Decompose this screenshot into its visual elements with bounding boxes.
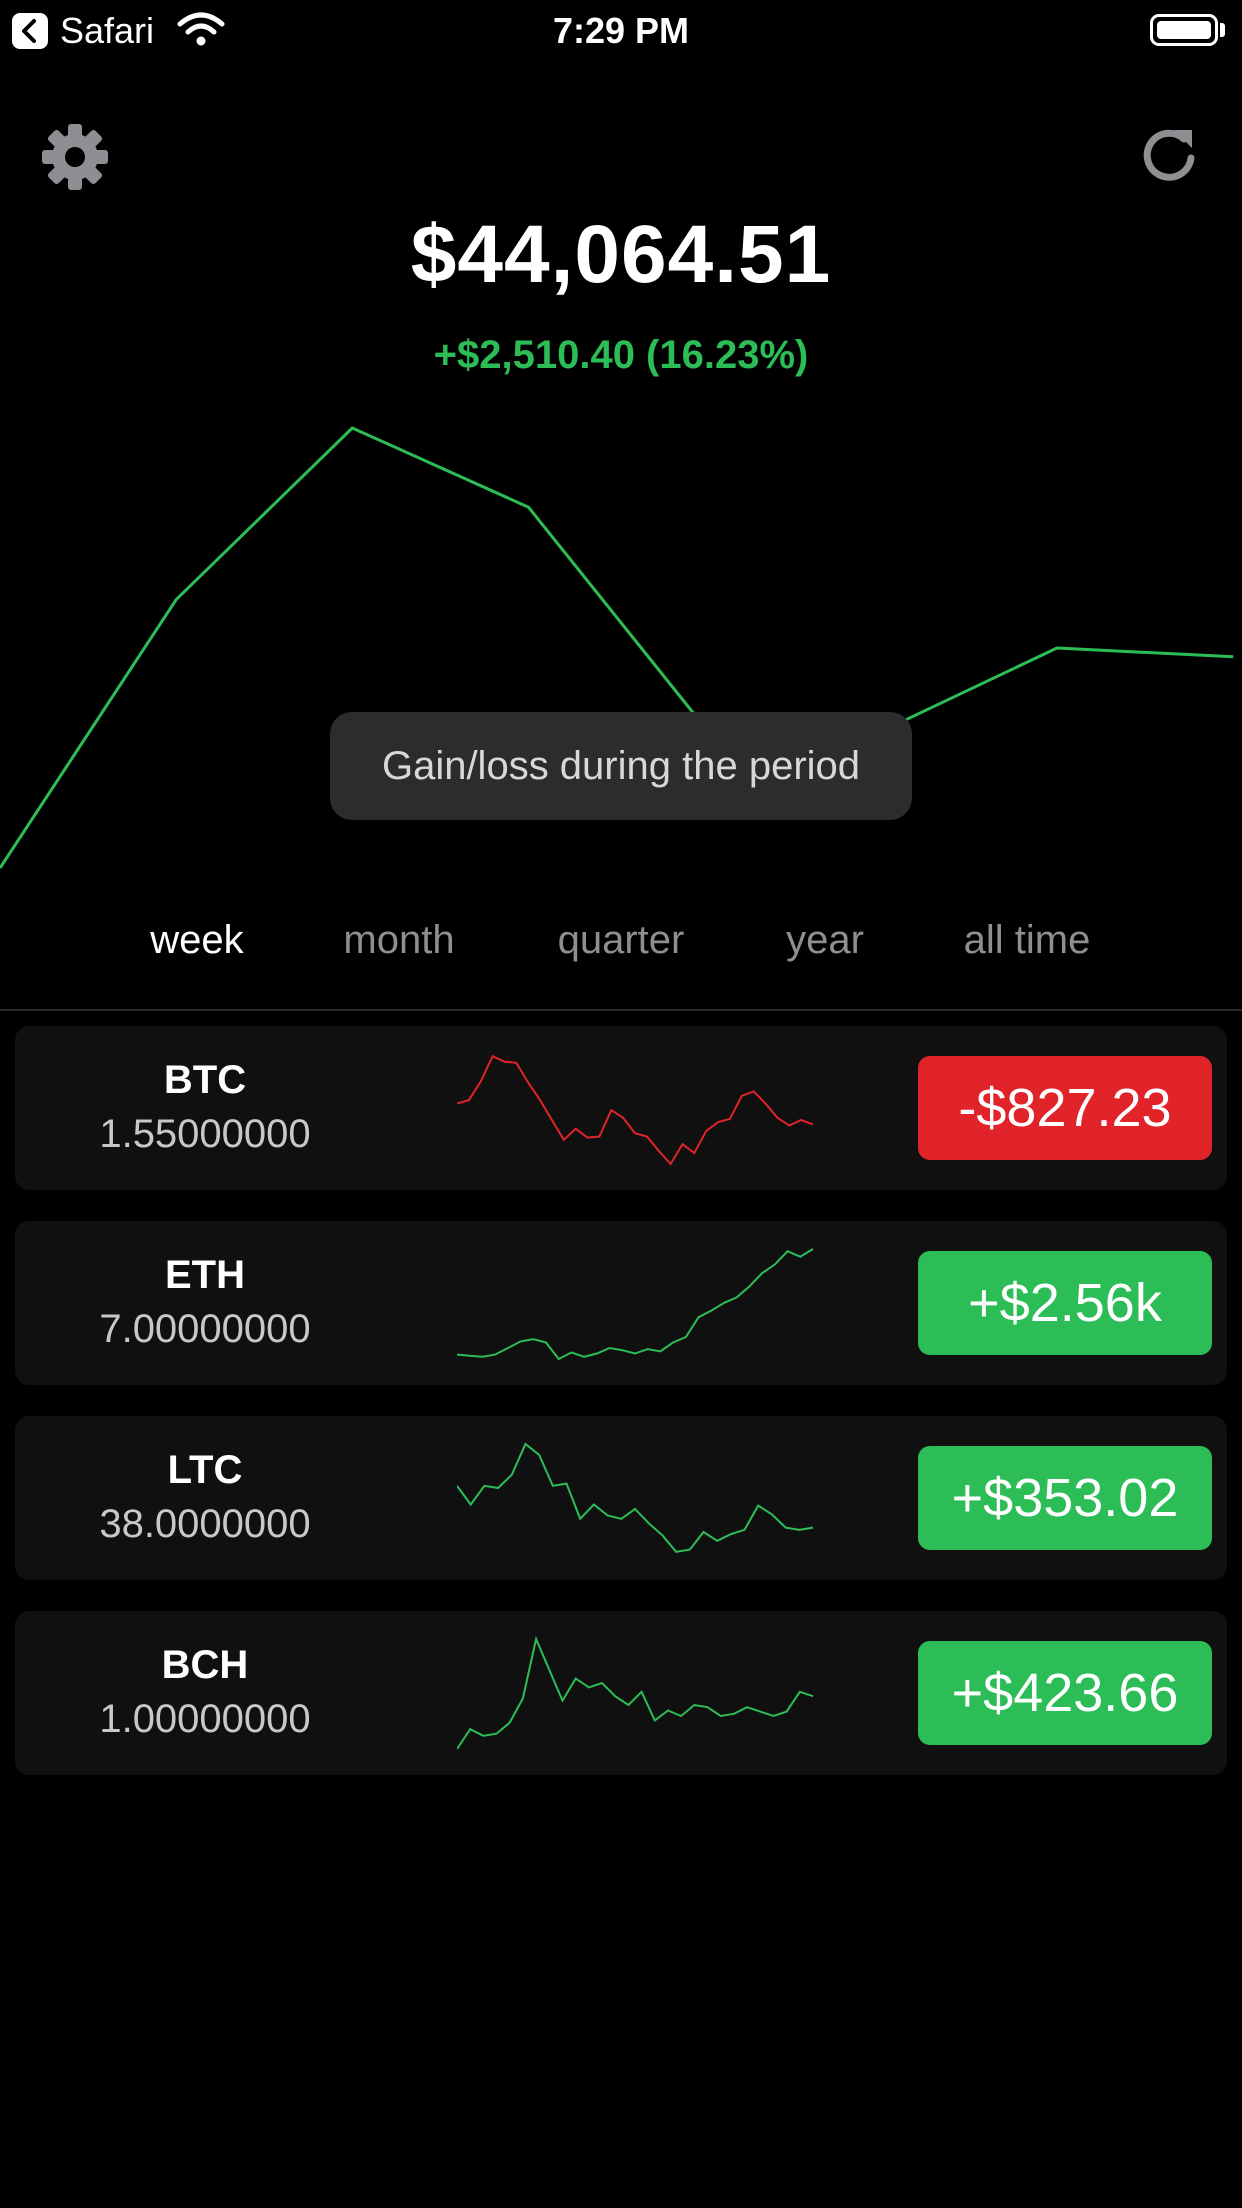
refresh-icon[interactable] bbox=[1136, 122, 1204, 190]
wifi-icon bbox=[176, 12, 226, 53]
holding-row-bch[interactable]: BCH 1.00000000 +$423.66 bbox=[15, 1611, 1227, 1775]
holding-symbol: ETH bbox=[165, 1253, 245, 1297]
portfolio-line-series bbox=[0, 426, 1234, 869]
holding-row-eth[interactable]: ETH 7.00000000 +$2.56k bbox=[15, 1221, 1227, 1385]
holding-change-badge[interactable]: +$353.02 bbox=[918, 1446, 1212, 1550]
status-bar: Safari 7:29 PM bbox=[0, 0, 1242, 62]
holding-row-btc[interactable]: BTC 1.55000000 -$827.23 bbox=[15, 1026, 1227, 1190]
chart-tooltip: Gain/loss during the period bbox=[330, 712, 912, 820]
battery-icon bbox=[1150, 14, 1218, 46]
back-to-app-icon[interactable] bbox=[12, 13, 48, 49]
holding-symbol: LTC bbox=[167, 1448, 243, 1492]
portfolio-line-chart[interactable] bbox=[0, 400, 1242, 880]
gear-icon[interactable] bbox=[40, 122, 110, 192]
eth-sparkline bbox=[457, 1248, 814, 1361]
holding-change-badge[interactable]: +$423.66 bbox=[918, 1641, 1212, 1745]
ltc-sparkline bbox=[457, 1442, 814, 1553]
holding-row-ltc[interactable]: LTC 38.0000000 +$353.02 bbox=[15, 1416, 1227, 1580]
divider bbox=[0, 1009, 1242, 1011]
tab-all-time[interactable]: all time bbox=[963, 918, 1091, 962]
tab-year[interactable]: year bbox=[786, 918, 864, 962]
tab-month[interactable]: month bbox=[343, 918, 455, 962]
holding-amount: 1.00000000 bbox=[99, 1697, 311, 1741]
tab-week[interactable]: week bbox=[150, 918, 244, 962]
holding-amount: 1.55000000 bbox=[99, 1112, 311, 1156]
portfolio-total-value: $44,064.51 bbox=[410, 209, 832, 300]
holding-change-badge[interactable]: +$2.56k bbox=[918, 1251, 1212, 1355]
bch-sparkline bbox=[457, 1635, 814, 1750]
holding-symbol: BCH bbox=[161, 1643, 249, 1687]
holding-symbol: BTC bbox=[163, 1058, 247, 1102]
battery-cap bbox=[1220, 23, 1225, 37]
btc-sparkline bbox=[457, 1054, 814, 1166]
back-to-app-label[interactable]: Safari bbox=[60, 10, 155, 51]
status-time: 7:29 PM bbox=[552, 10, 690, 51]
holding-change-badge[interactable]: -$827.23 bbox=[918, 1056, 1212, 1160]
tab-quarter[interactable]: quarter bbox=[557, 918, 685, 962]
period-tabs: week month quarter year all time bbox=[0, 900, 1242, 980]
holding-amount: 38.0000000 bbox=[99, 1502, 311, 1546]
portfolio-total-change: +$2,510.40 (16.23%) bbox=[433, 333, 809, 377]
holding-amount: 7.00000000 bbox=[99, 1307, 311, 1351]
